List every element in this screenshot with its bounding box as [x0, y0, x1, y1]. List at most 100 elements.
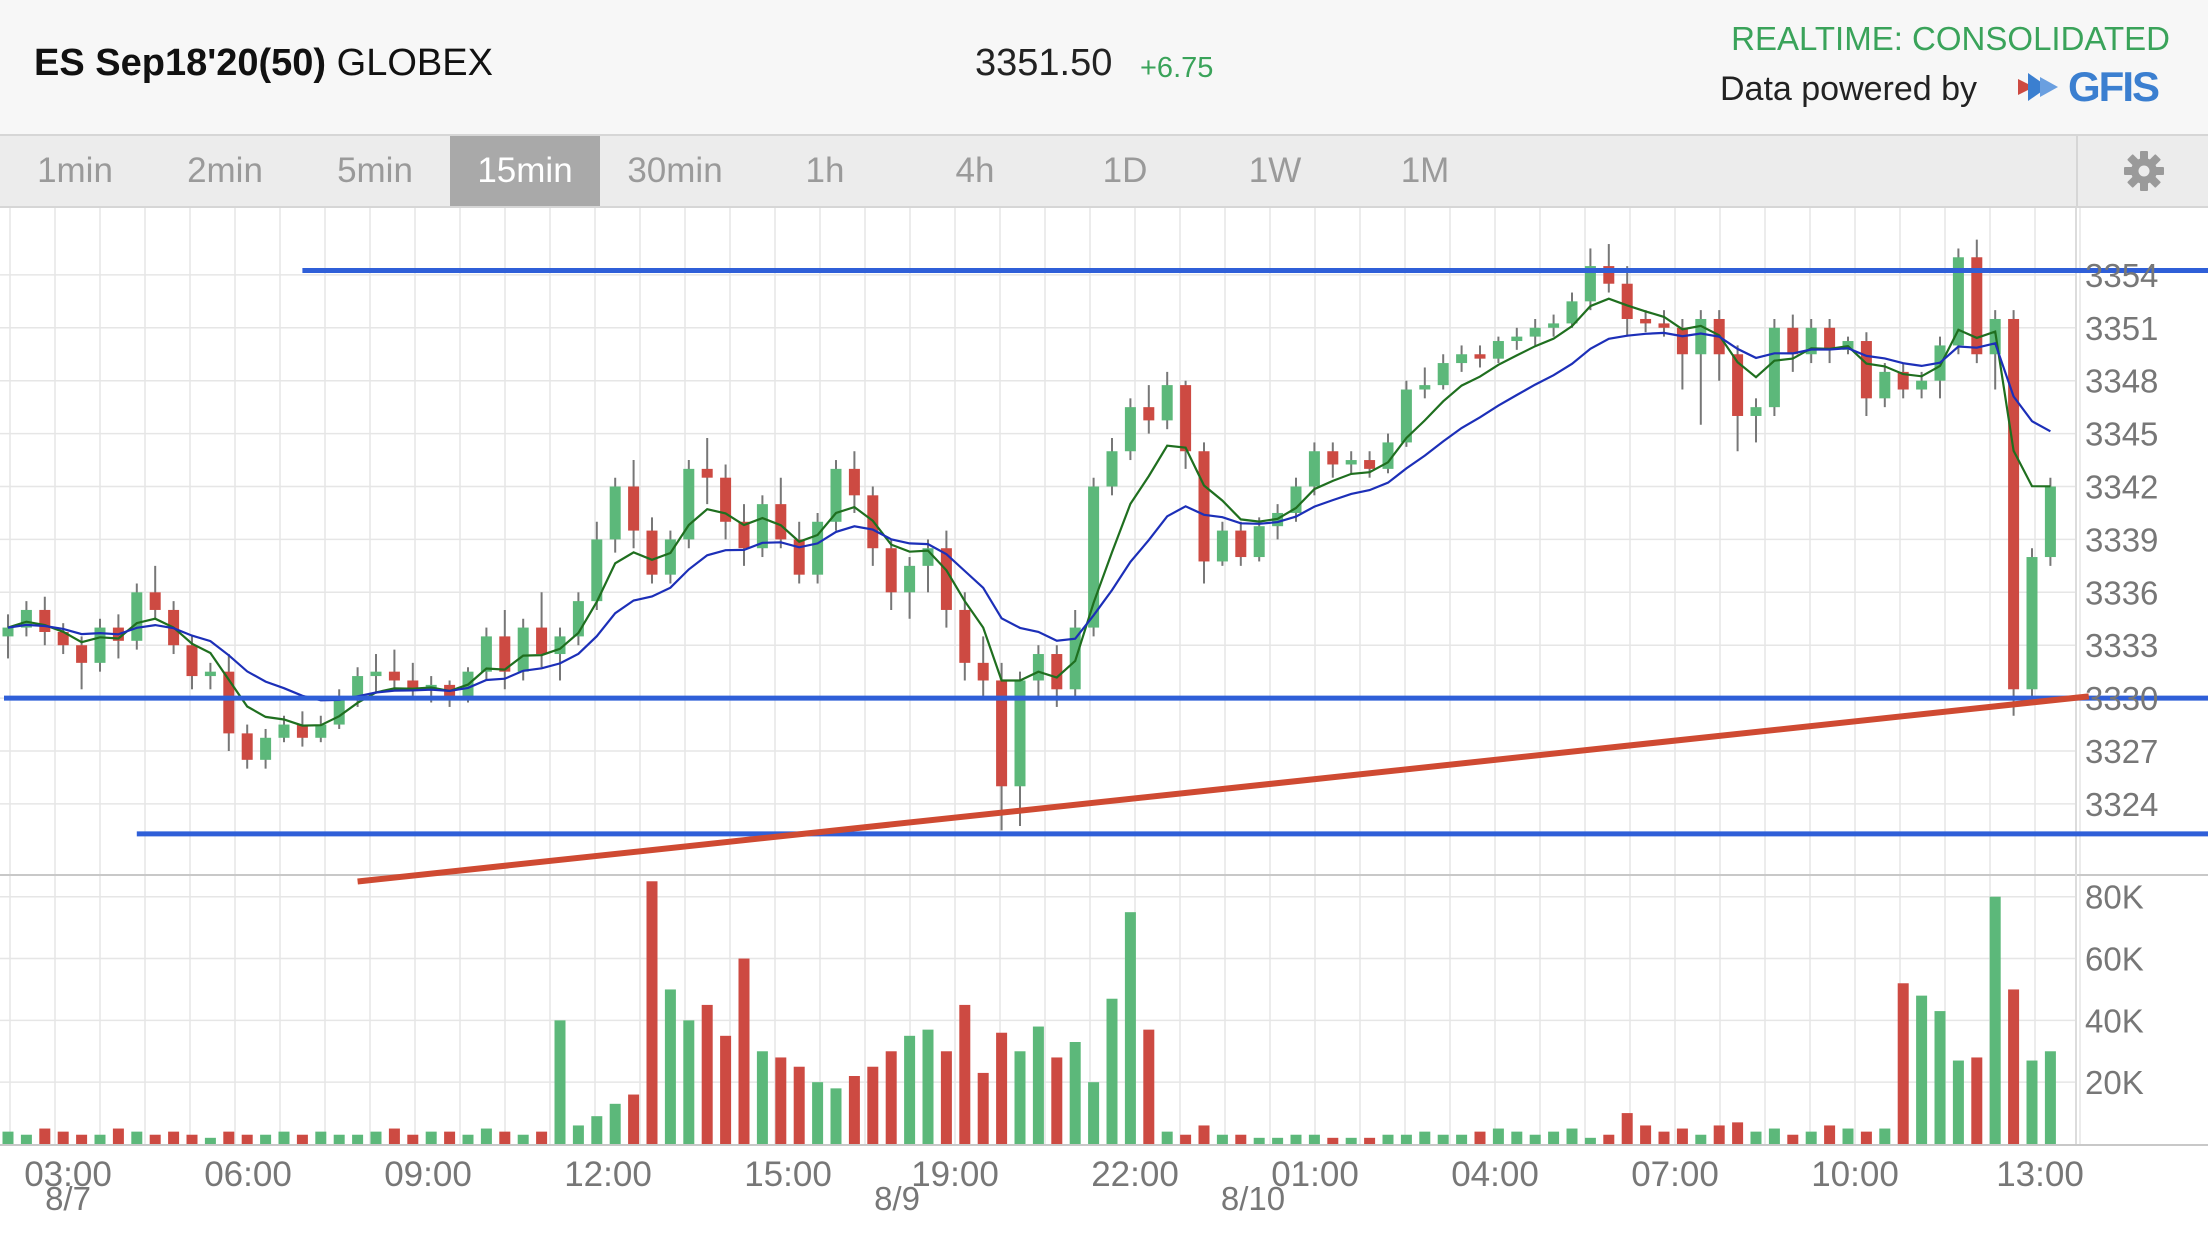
volume-bar	[554, 1020, 566, 1144]
tab-1M[interactable]: 1M	[1400, 151, 1450, 190]
candle-body	[977, 662, 989, 681]
time-tick-label: 06:00	[204, 1155, 292, 1194]
candle-body	[609, 486, 621, 540]
volume-bar	[1842, 1128, 1854, 1144]
tab-1h[interactable]: 1h	[805, 151, 845, 190]
tab-1D[interactable]: 1D	[1102, 151, 1148, 190]
volume-bar	[1750, 1131, 1762, 1144]
candle-body	[1106, 451, 1118, 487]
volume-bar	[775, 1057, 787, 1144]
volume-bar	[885, 1051, 897, 1144]
time-tick-label: 12:00	[564, 1155, 652, 1194]
price-axis: 3354 3351 3348 3345 3342 3339 3336 3333 3330 3327…	[2085, 257, 2158, 823]
volume-bar	[591, 1116, 603, 1144]
candle-body	[186, 645, 198, 677]
candlesticks	[2, 239, 2056, 831]
symbol-code: ES Sep18'20(50)	[34, 42, 327, 84]
candle-body	[1088, 486, 1100, 628]
time-tick-label: 07:00	[1631, 1155, 1719, 1194]
candle-body	[39, 609, 51, 632]
volume-bar	[76, 1134, 88, 1144]
price-tick-label: 3348	[2085, 363, 2158, 400]
candle-body	[1695, 318, 1707, 355]
interval-tabs: 1min 2min 5min 15min 30min 1h 4h 1D 1W 1M	[0, 136, 2208, 208]
volume-bar	[1198, 1125, 1210, 1144]
volume-bar	[407, 1134, 419, 1144]
tab-30min[interactable]: 30min	[627, 151, 723, 190]
price-tick-label: 3330	[2085, 680, 2158, 717]
candle-body	[1750, 407, 1762, 416]
volume-bar	[186, 1134, 198, 1144]
time-tick-label: 04:00	[1451, 1155, 1539, 1194]
candle-body	[315, 724, 327, 738]
candle-body	[260, 737, 272, 760]
candle-body	[1566, 301, 1578, 324]
candle-body	[352, 676, 364, 699]
volume-bar	[1235, 1134, 1247, 1144]
volume-bar	[1400, 1134, 1412, 1144]
candle-body	[904, 565, 916, 593]
candle-body	[517, 627, 529, 672]
tab-1min[interactable]: 1min	[37, 151, 113, 190]
volume-bar	[1272, 1137, 1284, 1144]
volume-bar	[1952, 1060, 1964, 1144]
volume-bar	[39, 1128, 51, 1144]
volume-bar	[425, 1131, 437, 1144]
volume-bar	[1621, 1113, 1633, 1144]
volume-bar	[812, 1082, 824, 1144]
candle-body	[204, 671, 216, 677]
price-tick-label: 3336	[2085, 574, 2158, 611]
volume-bar	[922, 1029, 934, 1144]
volume-bar	[1566, 1128, 1578, 1144]
tab-15min[interactable]: 15min	[450, 136, 600, 206]
candle-body	[1437, 363, 1449, 386]
volume-bar	[241, 1134, 253, 1144]
candle-body	[149, 592, 161, 610]
volume-bar	[701, 1004, 713, 1144]
volume-bar	[296, 1134, 308, 1144]
settings-button[interactable]	[2076, 136, 2208, 206]
candle-body	[1032, 654, 1044, 681]
volume-bar	[204, 1137, 216, 1144]
volume-bar	[996, 1032, 1008, 1144]
volume-bar	[370, 1131, 382, 1144]
price-tick-label: 3342	[2085, 469, 2158, 506]
volume-bar	[959, 1004, 971, 1144]
volume-bar	[1014, 1051, 1026, 1144]
candle-body	[812, 521, 824, 575]
tab-2min[interactable]: 2min	[187, 151, 263, 190]
candle-body	[1364, 460, 1376, 469]
volume-bar	[57, 1131, 69, 1144]
volume-bar	[2008, 989, 2020, 1144]
candle-body	[1805, 327, 1817, 355]
volume-bar	[1805, 1131, 1817, 1144]
candle-body	[1235, 530, 1247, 558]
tab-5min[interactable]: 5min	[337, 151, 413, 190]
ema-fast-line	[7, 297, 2051, 727]
volume-bar	[1787, 1134, 1799, 1144]
candle-body	[996, 680, 1008, 787]
date-label: 8/7	[45, 1180, 91, 1217]
candle-body	[1216, 530, 1228, 562]
volume-bar	[168, 1131, 180, 1144]
candle-body	[388, 671, 400, 681]
tab-1W[interactable]: 1W	[1248, 151, 1302, 190]
candle-body	[683, 468, 695, 540]
volume-bar	[1584, 1137, 1596, 1144]
candle-body	[1161, 385, 1173, 421]
volume-tick-label: 60K	[2085, 941, 2144, 978]
volume-bar	[848, 1076, 860, 1144]
volume-axis: 80K 60K 40K 20K	[2085, 879, 2144, 1101]
candle-body	[480, 636, 492, 672]
time-tick-label: 03:00	[24, 1155, 112, 1194]
candle-body	[1511, 336, 1523, 342]
candle-body	[1640, 318, 1652, 324]
tab-4h[interactable]: 4h	[955, 151, 995, 190]
volume-bar	[1548, 1131, 1560, 1144]
price-volume-chart[interactable]: 3354 3351 3348 3345 3342 3339 3336 3333 3330 3327…	[0, 208, 2208, 1242]
candle-body	[830, 468, 842, 522]
volume-bar	[1971, 1057, 1983, 1144]
candle-body	[1548, 323, 1560, 328]
moving-averages	[7, 297, 2051, 727]
candle-body	[1971, 257, 1983, 355]
